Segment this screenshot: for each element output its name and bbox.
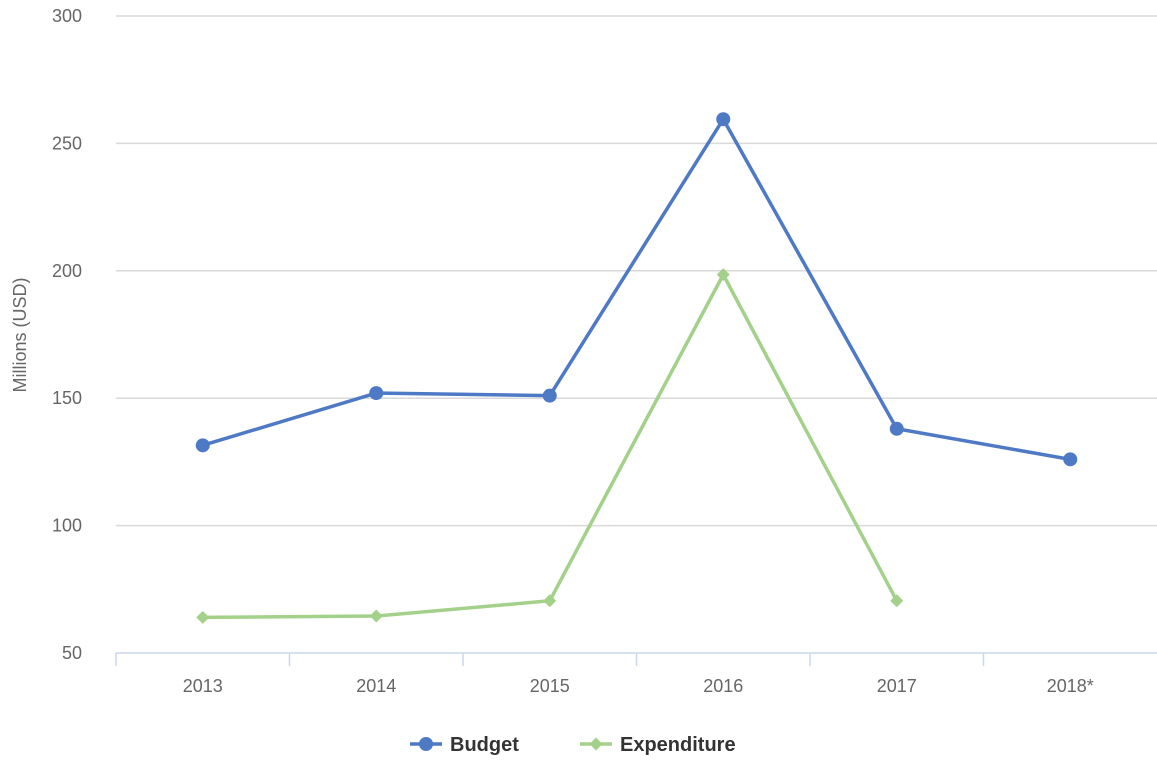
- data-point-budget: [369, 386, 384, 401]
- data-point-budget: [716, 112, 731, 127]
- y-tick-label: 50: [62, 643, 82, 663]
- y-tick-label: 300: [52, 6, 82, 26]
- data-point-expenditure: [543, 594, 557, 608]
- data-point-expenditure: [369, 609, 383, 623]
- data-point-budget: [542, 388, 557, 403]
- x-tick-label: 2016: [703, 676, 743, 696]
- x-tick-label: 2018*: [1047, 676, 1094, 696]
- y-tick-label: 100: [52, 516, 82, 536]
- legend-item-expenditure: Expenditure: [580, 734, 736, 756]
- legend: Budget Expenditure: [410, 734, 736, 756]
- legend-marker-expenditure: [589, 737, 603, 751]
- series-budget: [195, 112, 1078, 467]
- y-tick-label: 200: [52, 261, 82, 281]
- series-line-expenditure: [201, 272, 899, 620]
- series-expenditure: [196, 268, 904, 624]
- data-point-budget: [889, 421, 904, 436]
- data-point-budget: [195, 438, 210, 453]
- y-axis-ticks: 50 100 150 200 250 300: [52, 6, 82, 663]
- x-tick-label: 2014: [356, 676, 396, 696]
- data-point-budget: [1063, 452, 1078, 467]
- data-point-expenditure: [890, 594, 904, 608]
- grid-layer: [116, 15, 1157, 527]
- legend-item-budget: Budget: [410, 734, 519, 756]
- x-tick-label: 2015: [530, 676, 570, 696]
- x-tick-label: 2013: [183, 676, 223, 696]
- y-tick-label: 250: [52, 133, 82, 153]
- x-axis: 2013 2014 2015 2016 2017 2018*: [115, 652, 1157, 696]
- y-axis-title: Millions (USD): [10, 277, 30, 392]
- data-point-expenditure: [716, 268, 730, 282]
- data-point-expenditure: [196, 610, 210, 624]
- legend-label-budget: Budget: [450, 734, 519, 756]
- series-line-budget: [201, 117, 1072, 462]
- legend-label-expenditure: Expenditure: [620, 734, 736, 756]
- y-tick-label: 150: [52, 388, 82, 408]
- series-layer: [195, 112, 1078, 624]
- legend-marker-budget: [419, 737, 433, 751]
- x-tick-label: 2017: [877, 676, 917, 696]
